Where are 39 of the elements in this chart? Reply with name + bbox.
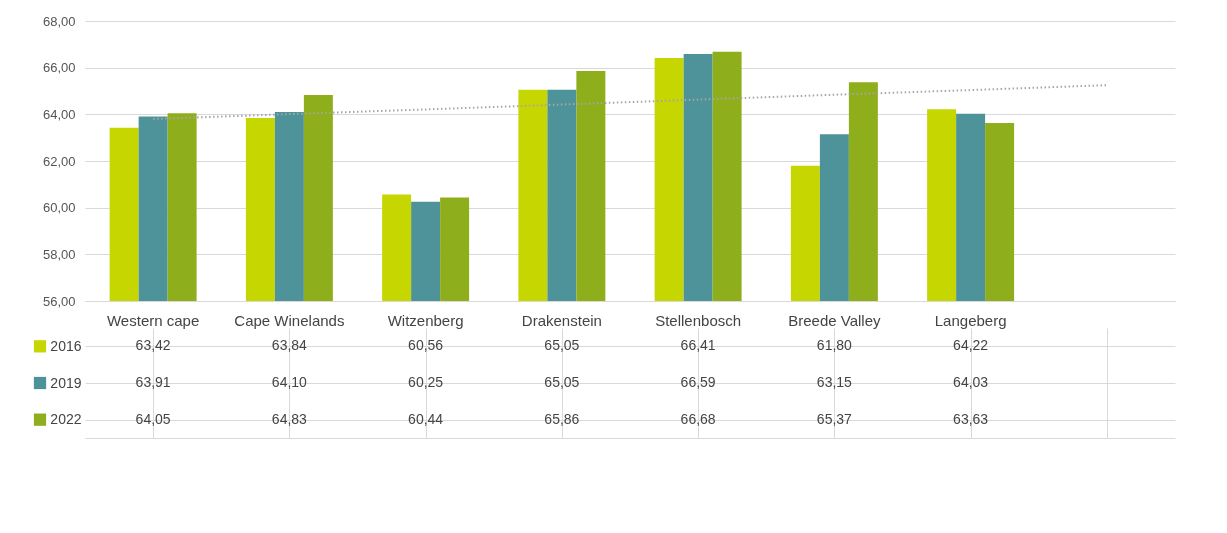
data-label: 66,41: [680, 337, 716, 354]
legend-label: 2022: [50, 411, 82, 428]
legend-label: 2019: [50, 374, 82, 391]
data-label: 63,91: [135, 374, 171, 390]
line-series: [152, 84, 1108, 120]
y-tick-label: 68,00: [42, 13, 76, 29]
data-label: 60,56: [408, 337, 444, 354]
data-label: 61,80: [816, 337, 853, 354]
legend-label: 2016: [50, 337, 82, 354]
data-label: 63,63: [953, 410, 989, 427]
data-label: 64,83: [271, 410, 308, 427]
x-tick-label: Langeberg: [934, 311, 1007, 329]
x-tick-label: Breede Valley: [788, 311, 882, 329]
data-label: 64,22: [953, 337, 989, 354]
data-label: 66,68: [680, 410, 716, 427]
y-tick-label: 64,00: [42, 106, 76, 122]
y-tick-label: 56,00: [42, 293, 76, 309]
y-tick-label: 66,00: [42, 60, 76, 76]
x-tick-label: Western cape: [106, 311, 200, 329]
x-tick-label: Cape Winelands: [234, 311, 345, 329]
data-label: 65,86: [544, 410, 580, 427]
x-tick-label: Drakenstein: [521, 311, 602, 329]
x-tick-label: Witzenberg: [387, 311, 464, 329]
data-label: 63,15: [816, 374, 853, 390]
data-label: 60,25: [408, 374, 444, 390]
data-label: 63,84: [271, 337, 308, 354]
data-label: 60,44: [408, 410, 444, 427]
data-label: 65,05: [544, 374, 580, 390]
data-label: 65,37: [816, 410, 853, 427]
x-tick-label: Stellenbosch: [655, 311, 742, 329]
data-label: 64,05: [135, 410, 171, 427]
y-tick-label: 62,00: [42, 153, 76, 169]
y-tick-label: 60,00: [42, 200, 76, 216]
data-label: 66,59: [680, 374, 716, 390]
data-label: 64,03: [953, 374, 989, 390]
y-tick-label: 58,00: [42, 246, 76, 262]
data-label: 63,42: [135, 337, 171, 354]
data-label: 65,05: [544, 337, 580, 354]
data-label: 64,10: [271, 374, 308, 390]
